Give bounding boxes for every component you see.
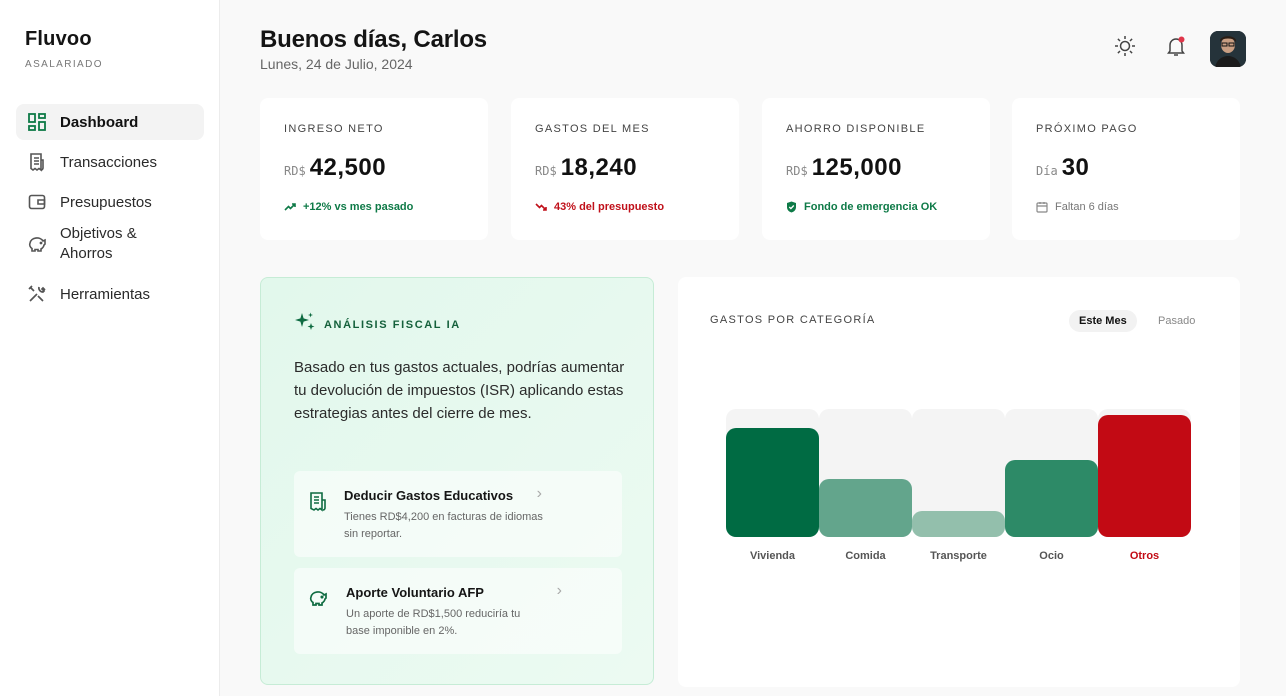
card-value: 125,000 [811,154,902,181]
sidebar-item-presupuestos[interactable]: Presupuestos [16,184,204,220]
trend-up-icon [284,202,296,212]
sidebar-item-objetivos[interactable]: Objetivos & Ahorros [16,224,204,276]
tab-pasado[interactable]: Pasado [1158,315,1196,327]
card-value: 30 [1061,154,1090,181]
fiscal-description: Basado en tus gastos actuales, podrías a… [294,359,625,422]
sidebar-nav: Dashboard Transacciones Presupuestos Obj… [16,104,204,316]
calendar-icon [1036,201,1048,213]
sidebar-item-label: Objetivos & Ahorros [60,225,137,262]
card-note: Faltan 6 días [1055,201,1119,213]
tip-title: Deducir Gastos Educativos [344,488,514,503]
bar-vivienda[interactable] [726,428,819,537]
sidebar: Fluvoo ASALARIADO Dashboard Transaccione… [0,0,220,696]
wallet-icon [26,191,48,213]
card-note: Fondo de emergencia OK [804,201,938,213]
tip-description: Un aporte de RD$1,500 reduciría tu base … [346,608,521,637]
shield-check-icon [786,201,797,213]
card-label: GASTOS DEL MES [535,123,650,135]
piggy-bank-icon [26,233,48,255]
bar-label: Vivienda [749,550,796,562]
card-value: 18,240 [560,154,638,181]
page-title: Buenos días, Carlos [260,26,487,53]
piggy-bank-icon [308,588,330,613]
bar-label: Ocio [1039,550,1064,562]
sidebar-item-label: Dashboard [60,113,139,131]
dashboard-icon [26,111,48,133]
tip-card-afp[interactable]: Aporte Voluntario AFP Un aporte de RD$1,… [294,568,622,654]
avatar[interactable] [1210,31,1246,67]
chevron-right-icon: › [536,485,542,502]
receipt-icon [308,491,328,518]
bar-ocio[interactable] [1005,460,1098,537]
tip-title: Aporte Voluntario AFP [346,585,484,600]
sidebar-item-herramientas[interactable]: Herramientas [16,276,204,312]
receipt-icon [26,151,48,173]
trend-down-icon [535,202,547,212]
card-currency: RD$ [535,164,557,178]
bar-label: Transporte [930,550,987,562]
bar-comida[interactable] [819,479,912,537]
sidebar-item-label: Transacciones [60,153,157,171]
app-logo[interactable]: Fluvoo [25,28,92,50]
card-label: INGRESO NETO [284,123,384,135]
spending-chart-card: GASTOS POR CATEGORÍA Este Mes Pasado Viv… [678,277,1240,687]
sidebar-item-label: Herramientas [60,285,151,303]
card-currency: Día [1036,164,1058,178]
kpi-card-ingreso: INGRESO NETO RD$ 42,500 +12% vs mes pasad… [260,98,488,240]
tab-este-mes[interactable]: Este Mes [1069,310,1137,332]
card-note: 43% del presupuesto [554,201,665,213]
tip-description: Tienes RD$4,200 en facturas de idiomas s… [344,511,543,540]
theme-toggle-button[interactable] [1112,35,1138,61]
chart-title: GASTOS POR CATEGORÍA [710,314,876,326]
kpi-card-ahorro: AHORRO DISPONIBLE RD$ 125,000 Fondo de em… [762,98,990,240]
bell-icon [1165,35,1187,62]
bar-otros[interactable] [1098,415,1191,537]
tip-card-educativos[interactable]: Deducir Gastos Educativos Tienes RD$4,20… [294,471,622,557]
bar-label: Comida [845,550,886,562]
current-date: Lunes, 24 de Julio, 2024 [260,56,413,72]
card-label: PRÓXIMO PAGO [1036,123,1138,135]
user-role: ASALARIADO [25,59,103,70]
card-value: 42,500 [309,154,387,181]
notifications-button[interactable] [1163,35,1189,61]
sparkles-icon [294,311,316,338]
sidebar-item-label: Presupuestos [60,193,152,211]
bar-label: Otros [1129,550,1160,562]
sidebar-item-transacciones[interactable]: Transacciones [16,144,204,180]
fiscal-title: ANÁLISIS FISCAL IA [324,318,461,331]
bar-transporte[interactable] [912,511,1005,537]
chevron-right-icon: › [556,582,562,599]
card-label: AHORRO DISPONIBLE [786,123,926,135]
sidebar-item-dashboard[interactable]: Dashboard [16,104,204,140]
tools-icon [26,283,48,305]
kpi-card-proximo-pago: PRÓXIMO PAGO Día 30 Faltan 6 días [1012,98,1240,240]
kpi-card-gastos: GASTOS DEL MES RD$ 18,240 43% del presupu… [511,98,739,240]
card-currency: RD$ [786,164,808,178]
card-currency: RD$ [284,164,306,178]
sun-icon [1114,35,1136,62]
fiscal-analysis-panel: ANÁLISIS FISCAL IA Basado en tus gastos … [260,277,654,685]
card-note: +12% vs mes pasado [303,201,414,213]
